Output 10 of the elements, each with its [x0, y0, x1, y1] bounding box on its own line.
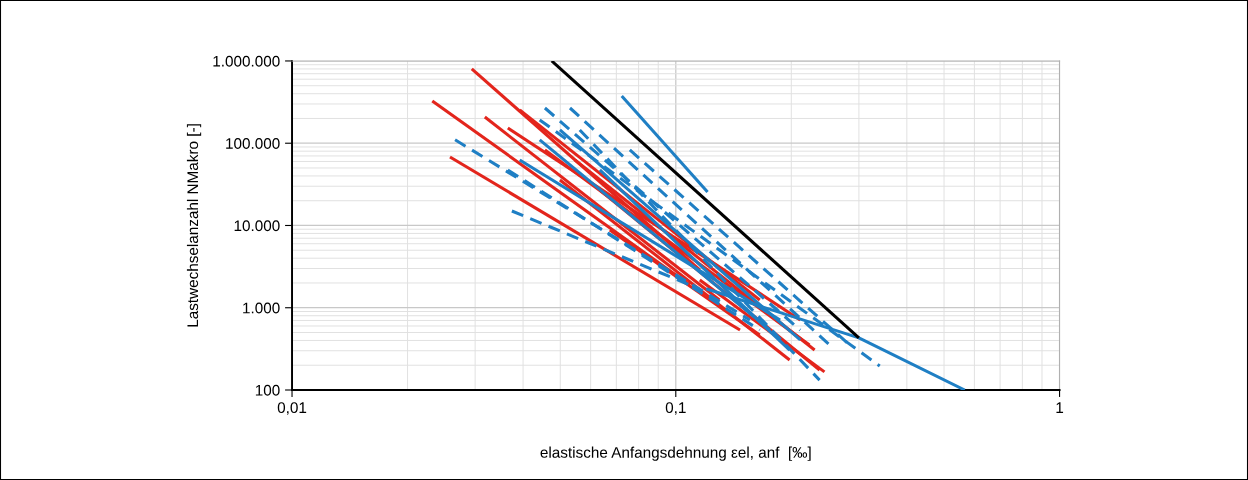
y-tick-label: 1.000.000: [213, 55, 280, 67]
x-tick-label: 0,1: [665, 402, 686, 415]
y-axis-title: Lastwechselanzahl NMakro [-]: [186, 124, 202, 327]
x-tick-label: 1: [1056, 402, 1064, 413]
y-tick-label: 100.000: [226, 138, 280, 149]
y-tick-label: 10.000: [234, 220, 280, 232]
x-axis-title: elastische Anfangsdehnung εel, anf [‰]: [540, 446, 811, 461]
x-tick-label: 0,01: [277, 402, 307, 415]
y-tick-label: 1.000: [243, 302, 280, 314]
y-tick-label: 100: [255, 384, 280, 396]
